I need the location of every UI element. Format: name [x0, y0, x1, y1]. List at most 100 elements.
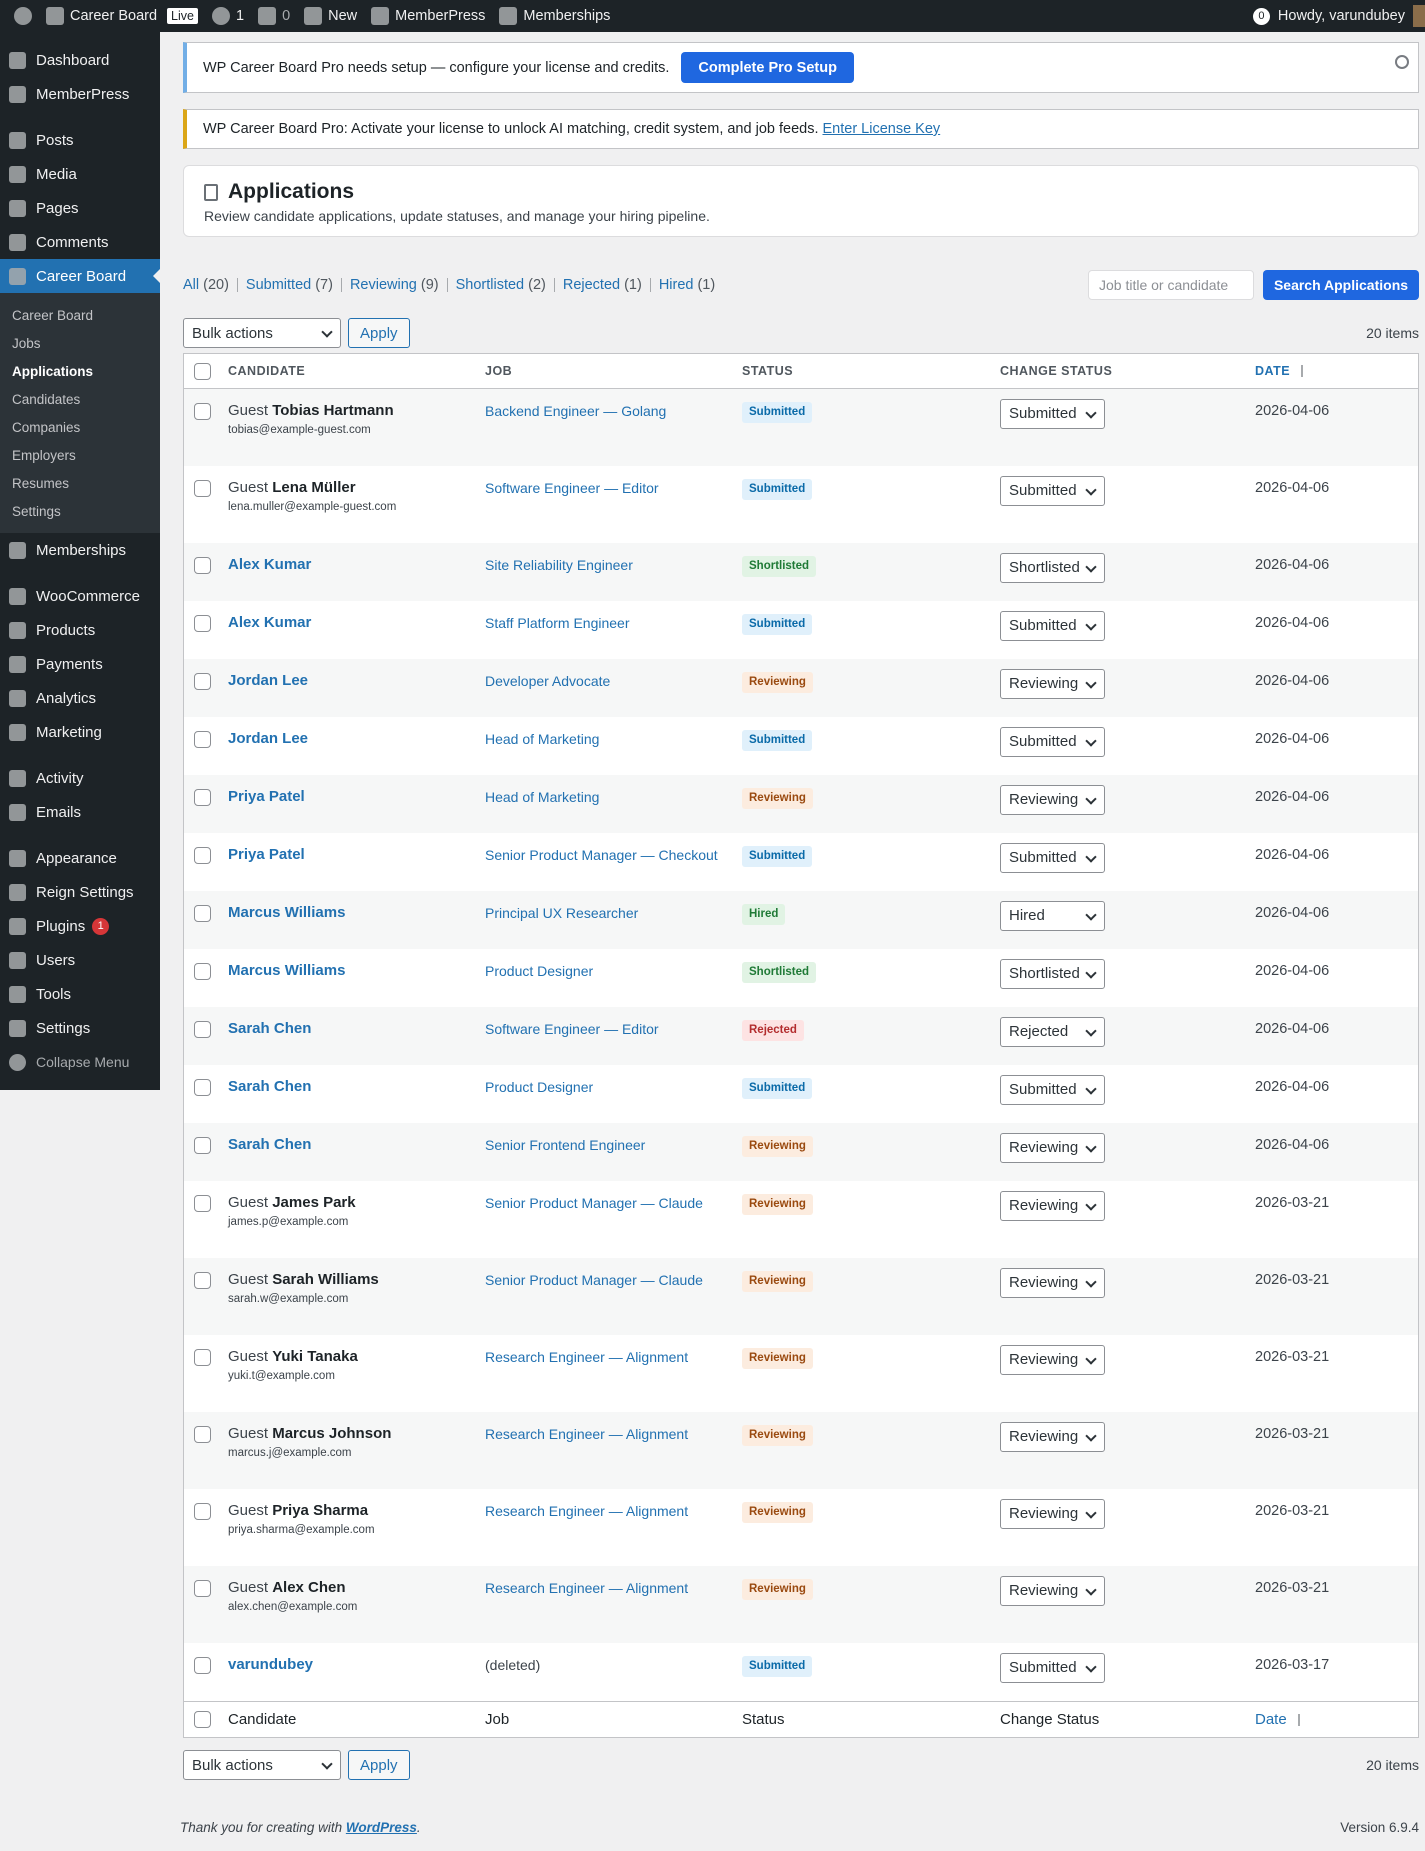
status-select[interactable]: Reviewing [1000, 1191, 1105, 1221]
job-link[interactable]: Site Reliability Engineer [485, 557, 633, 573]
job-link[interactable]: Research Engineer — Alignment [485, 1580, 689, 1596]
wordpress-link[interactable]: WordPress [345, 1820, 417, 1835]
job-link[interactable]: Software Engineer — Editor [485, 1021, 659, 1037]
submenu-item[interactable]: Career Board [12, 307, 94, 323]
row-checkbox[interactable] [194, 963, 211, 980]
status-select[interactable]: Reviewing [1000, 1345, 1105, 1375]
filter[interactable]: Submitted (7) [236, 277, 333, 293]
submenu-item[interactable]: Resumes [12, 475, 70, 491]
submenu-item[interactable]: Employers [12, 447, 76, 463]
menu-item[interactable]: Memberships [0, 533, 160, 567]
candidate-link[interactable]: varundubey [228, 1656, 314, 1673]
updates-link[interactable]: 1 [211, 7, 244, 25]
row-checkbox[interactable] [194, 905, 211, 922]
menu-item[interactable]: Comments [0, 225, 160, 259]
status-select[interactable]: Hired [1000, 901, 1105, 931]
status-select[interactable]: Reviewing [1000, 669, 1105, 699]
job-link[interactable]: Principal UX Researcher [485, 905, 639, 921]
row-checkbox[interactable] [194, 1657, 211, 1674]
menu-item[interactable]: Posts [0, 123, 160, 157]
filter-label[interactable]: Reviewing [349, 277, 417, 293]
job-link[interactable]: Staff Platform Engineer [485, 615, 630, 631]
status-select[interactable]: Submitted [1000, 476, 1105, 506]
job-link[interactable]: Software Engineer — Editor [485, 480, 659, 496]
candidate-link[interactable]: Sarah Chen [228, 1136, 312, 1153]
menu-item[interactable]: Plugins 1 [0, 909, 160, 943]
menu-item[interactable]: Products [0, 613, 160, 647]
memberships-link[interactable]: Memberships [499, 7, 610, 25]
menu-item[interactable]: Dashboard [0, 43, 160, 77]
job-link[interactable]: Senior Frontend Engineer [485, 1137, 646, 1153]
menu-item[interactable]: Tools [0, 977, 160, 1011]
collapse-menu[interactable]: Collapse Menu [0, 1045, 160, 1079]
row-checkbox[interactable] [194, 1426, 211, 1443]
filter-label[interactable]: Submitted [245, 277, 312, 293]
row-checkbox[interactable] [194, 615, 211, 632]
select-all-checkbox[interactable] [194, 362, 211, 380]
submenu-item[interactable]: Settings [12, 503, 61, 519]
sortable-header[interactable]: Date [1255, 1710, 1418, 1730]
bulk-select[interactable]: Bulk actions [183, 1750, 341, 1780]
status-select[interactable]: Submitted [1000, 1075, 1105, 1105]
menu-item[interactable]: Marketing [0, 715, 160, 749]
row-checkbox[interactable] [194, 1580, 211, 1597]
submenu-item[interactable]: Candidates [12, 391, 81, 407]
wp-logo[interactable] [14, 7, 32, 25]
job-link[interactable]: Product Designer [485, 963, 594, 979]
status-select[interactable]: Shortlisted [1000, 959, 1105, 989]
new-link[interactable]: New [304, 7, 357, 25]
candidate-link[interactable]: Priya Patel [228, 788, 305, 805]
candidate-link[interactable]: Sarah Chen [228, 1078, 312, 1095]
row-checkbox[interactable] [194, 1137, 211, 1154]
job-link[interactable]: Research Engineer — Alignment [485, 1503, 689, 1519]
candidate-link[interactable]: Marcus Williams [228, 904, 346, 921]
select-all-checkbox[interactable] [194, 1711, 211, 1728]
job-link[interactable]: Backend Engineer — Golang [485, 403, 667, 419]
submenu-item[interactable]: Companies [12, 419, 81, 435]
filter-label[interactable]: Rejected [562, 277, 621, 293]
job-link[interactable]: Research Engineer — Alignment [485, 1349, 689, 1365]
status-select[interactable]: Rejected [1000, 1017, 1105, 1047]
filter-label[interactable]: All [183, 277, 200, 293]
row-checkbox[interactable] [194, 403, 211, 420]
filter[interactable]: Reviewing (9) [340, 277, 439, 293]
submenu-item[interactable]: Applications [12, 363, 94, 379]
memberpress-link[interactable]: MemberPress [371, 7, 485, 25]
menu-item[interactable]: Appearance [0, 841, 160, 875]
job-link[interactable]: Research Engineer — Alignment [485, 1426, 689, 1442]
bulk-select[interactable]: Bulk actions [183, 318, 341, 348]
apply-button[interactable]: Apply [348, 1750, 410, 1780]
job-link[interactable]: Head of Marketing [485, 789, 600, 805]
menu-item[interactable]: Pages [0, 191, 160, 225]
dismiss-button[interactable] [1395, 55, 1409, 69]
status-select[interactable]: Submitted [1000, 843, 1105, 873]
row-checkbox[interactable] [194, 789, 211, 806]
site-link[interactable]: Career Board Live [46, 7, 198, 25]
menu-item[interactable]: Settings [0, 1011, 160, 1045]
candidate-link[interactable]: Alex Kumar [228, 556, 312, 573]
row-checkbox[interactable] [194, 1349, 211, 1366]
row-checkbox[interactable] [194, 557, 211, 574]
candidate-link[interactable]: Marcus Williams [228, 962, 346, 979]
menu-item[interactable]: WooCommerce [0, 579, 160, 613]
menu-item[interactable]: Analytics [0, 681, 160, 715]
filter[interactable]: Shortlisted (2) [446, 277, 546, 293]
search-button[interactable]: Search Applications [1263, 270, 1419, 300]
job-link[interactable]: Head of Marketing [485, 731, 600, 747]
menu-item[interactable]: Career Board [0, 259, 160, 293]
candidate-link[interactable]: Jordan Lee [228, 672, 309, 689]
status-select[interactable]: Shortlisted [1000, 553, 1105, 583]
apply-button[interactable]: Apply [348, 318, 410, 348]
status-select[interactable]: Submitted [1000, 399, 1105, 429]
menu-item[interactable]: Payments [0, 647, 160, 681]
sortable-header[interactable]: Date [1255, 361, 1418, 381]
row-checkbox[interactable] [194, 1503, 211, 1520]
menu-item[interactable]: MemberPress [0, 77, 160, 111]
account[interactable]: 0 Howdy, varundubey [1252, 5, 1425, 27]
candidate-link[interactable]: Priya Patel [228, 846, 305, 863]
status-select[interactable]: Reviewing [1000, 1422, 1105, 1452]
candidate-link[interactable]: Jordan Lee [228, 730, 309, 747]
setup-button[interactable]: Complete Pro Setup [681, 52, 854, 83]
row-checkbox[interactable] [194, 1021, 211, 1038]
menu-item[interactable]: Activity [0, 761, 160, 795]
